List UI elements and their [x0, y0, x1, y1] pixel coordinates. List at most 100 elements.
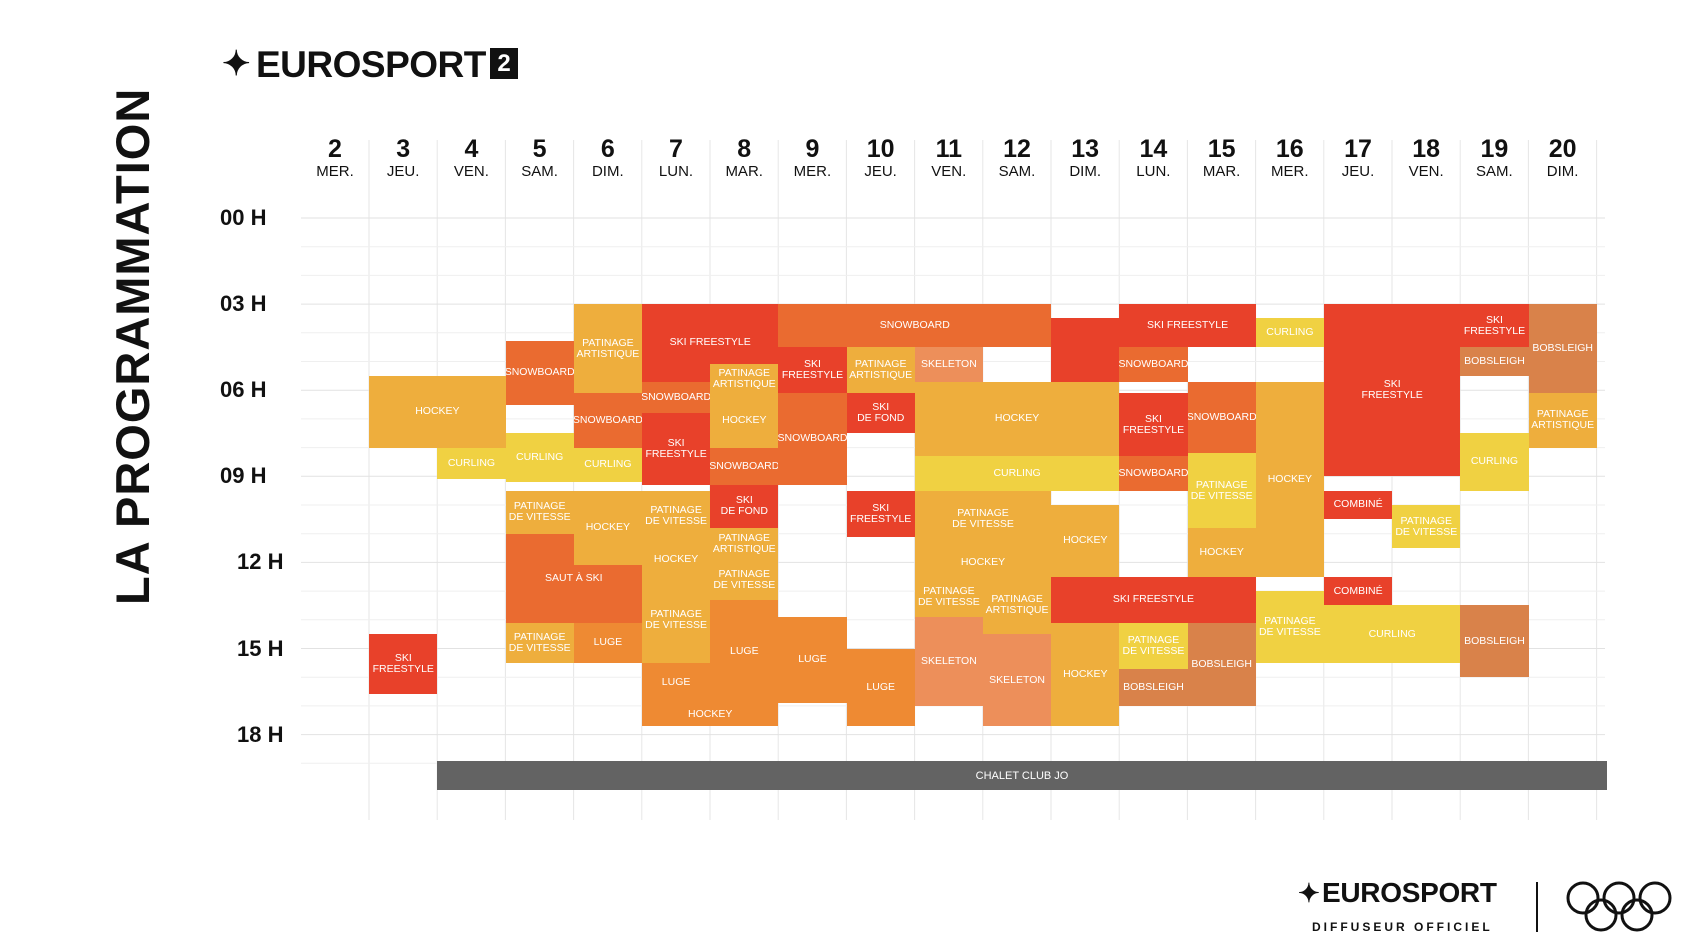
schedule-block-label: PATINAGE ARTISTIQUE: [985, 593, 1049, 617]
schedule-block-snowboard[interactable]: SNOWBOARD: [710, 447, 779, 485]
schedule-block-patinage-de-vitesse[interactable]: PATINAGE DE VITESSE: [505, 490, 574, 534]
schedule-block-patinage-de-vitesse[interactable]: PATINAGE DE VITESSE: [1119, 622, 1188, 669]
schedule-block-hockey[interactable]: HOCKEY: [642, 703, 779, 726]
schedule-block-snowboard[interactable]: SNOWBOARD: [573, 393, 642, 448]
hour-label: 03 H: [220, 291, 267, 317]
schedule-block-curling[interactable]: CURLING: [1460, 433, 1529, 491]
day-header-14: 14 LUN.: [1119, 135, 1187, 181]
schedule-block-patinage-de-vitesse[interactable]: PATINAGE DE VITESSE: [710, 559, 779, 600]
schedule-block-label: PATINAGE DE VITESSE: [1122, 633, 1185, 657]
schedule-block-ski-freestyle[interactable]: SKI FREESTYLE: [1119, 304, 1256, 348]
schedule-block-ski-de-fond[interactable]: SKI DE FOND: [846, 393, 915, 434]
schedule-block-label: SNOWBOARD: [778, 432, 847, 445]
schedule-block-hockey[interactable]: HOCKEY: [642, 542, 711, 577]
schedule-block-label: PATINAGE DE VITESSE: [645, 504, 708, 528]
schedule-block-skeleton[interactable]: SKELETON: [983, 634, 1052, 726]
day-header-11: 11 VEN.: [915, 135, 983, 181]
schedule-block-patinage-artistique[interactable]: PATINAGE ARTISTIQUE: [573, 304, 642, 394]
schedule-block-bobsleigh[interactable]: BOBSLEIGH: [1460, 347, 1529, 376]
schedule-block-patinage-de-vitesse[interactable]: PATINAGE DE VITESSE: [914, 490, 1052, 549]
schedule-block-ski-freestyle[interactable]: SKI FREESTYLE: [369, 634, 438, 695]
schedule-block-label: LUGE: [661, 676, 691, 689]
schedule-block-luge[interactable]: LUGE: [846, 648, 915, 726]
schedule-block-snowboard[interactable]: SNOWBOARD: [1119, 456, 1188, 491]
schedule-block-ski-freestyle[interactable]: SKI FREESTYLE: [642, 413, 711, 485]
schedule-block-luge[interactable]: LUGE: [778, 616, 847, 704]
schedule-block-label: SKI FREESTYLE: [645, 437, 707, 461]
schedule-block-label: HOCKEY: [1199, 545, 1244, 558]
schedule-block-label: CURLING: [1266, 326, 1314, 339]
day-name: LUN.: [658, 163, 694, 180]
schedule-block-curling[interactable]: CURLING: [1255, 318, 1324, 348]
hour-label: 15 H: [237, 635, 284, 661]
schedule-block-curling[interactable]: CURLING: [573, 447, 642, 483]
schedule-block-bobsleigh[interactable]: BOBSLEIGH: [1119, 668, 1188, 706]
schedule-block-hockey[interactable]: HOCKEY: [369, 375, 506, 448]
schedule-block-ski-freestyle[interactable]: SKI FREESTYLE: [1051, 576, 1256, 623]
day-number: 14: [1139, 135, 1168, 163]
schedule-block-snowboard[interactable]: SNOWBOARD: [1119, 347, 1188, 382]
schedule-block-patinage-artistique[interactable]: PATINAGE ARTISTIQUE: [1528, 393, 1597, 448]
schedule-block-ski-freestyle[interactable]: SKI FREESTYLE: [778, 347, 847, 394]
schedule-block-hockey[interactable]: HOCKEY: [1051, 622, 1120, 726]
schedule-block-snowboard[interactable]: SNOWBOARD: [505, 341, 574, 405]
schedule-block-label: PATINAGE DE VITESSE: [1190, 478, 1253, 502]
schedule-block-patinage-de-vitesse[interactable]: PATINAGE DE VITESSE: [642, 490, 711, 543]
schedule-block-hockey[interactable]: HOCKEY: [1051, 505, 1120, 577]
schedule-block-bobsleigh[interactable]: BOBSLEIGH: [1187, 622, 1256, 706]
schedule-block-patinage-de-vitesse[interactable]: PATINAGE DE VITESSE: [642, 576, 711, 663]
schedule-block-label: SNOWBOARD: [1119, 357, 1188, 370]
schedule-block-ski-freestyle[interactable]: SKI FREESTYLE: [846, 490, 915, 537]
day-number: 2: [328, 135, 342, 163]
schedule-block-bobsleigh[interactable]: BOBSLEIGH: [1460, 605, 1529, 678]
schedule-block-label: CURLING: [1368, 627, 1416, 640]
schedule-block-patinage-artistique[interactable]: PATINAGE ARTISTIQUE: [846, 347, 915, 394]
schedule-block-label: SNOWBOARD: [1119, 466, 1188, 479]
schedule-block-combiné[interactable]: COMBINÉ: [1324, 576, 1393, 606]
schedule-block-ski-freestyle[interactable]: SKI FREESTYLE: [1460, 304, 1529, 348]
schedule-block-patinage-de-vitesse[interactable]: PATINAGE DE VITESSE: [1187, 453, 1256, 528]
schedule-block-blank[interactable]: [1051, 318, 1120, 382]
schedule-block-snowboard[interactable]: SNOWBOARD: [642, 381, 711, 414]
schedule-block-ski-de-fond[interactable]: SKI DE FOND: [710, 484, 779, 528]
schedule-block-luge[interactable]: LUGE: [642, 662, 711, 704]
schedule-block-patinage-artistique[interactable]: PATINAGE ARTISTIQUE: [710, 527, 779, 560]
schedule-block-label: BOBSLEIGH: [1464, 354, 1525, 367]
schedule-block-curling[interactable]: CURLING: [505, 433, 574, 483]
schedule-block-hockey[interactable]: HOCKEY: [914, 381, 1120, 457]
schedule-block-hockey[interactable]: HOCKEY: [1187, 527, 1256, 577]
schedule-block-hockey[interactable]: HOCKEY: [573, 490, 642, 566]
schedule-block-hockey[interactable]: HOCKEY: [710, 393, 779, 448]
day-number: 8: [737, 135, 752, 163]
schedule-block-snowboard[interactable]: SNOWBOARD: [778, 393, 847, 485]
day-header-3: 3 JEU.: [369, 135, 437, 181]
schedule-block-label: HOCKEY: [585, 521, 631, 534]
schedule-block-snowboard[interactable]: SNOWBOARD: [1187, 381, 1256, 454]
day-name: MER.: [316, 163, 354, 180]
schedule-block-label: CURLING: [1470, 455, 1519, 468]
schedule-block-hockey[interactable]: HOCKEY: [914, 548, 1052, 577]
schedule-block-patinage-de-vitesse[interactable]: PATINAGE DE VITESSE: [914, 576, 983, 617]
schedule-block-patinage-artistique[interactable]: PATINAGE ARTISTIQUE: [710, 364, 779, 394]
schedule-block-bobsleigh[interactable]: BOBSLEIGH: [1528, 304, 1597, 394]
schedule-block-luge[interactable]: LUGE: [573, 622, 642, 663]
schedule-block-label: HOCKEY: [722, 413, 767, 426]
schedule-block-patinage-de-vitesse[interactable]: PATINAGE DE VITESSE: [1392, 505, 1461, 549]
schedule-block-luge[interactable]: LUGE: [710, 599, 779, 704]
day-number: 13: [1071, 135, 1100, 163]
schedule-block-ski-freestyle[interactable]: SKI FREESTYLE: [1324, 304, 1461, 477]
schedule-block-label: SNOWBOARD: [642, 390, 711, 403]
day-header-4: 4 VEN.: [437, 135, 505, 181]
schedule-block-curling[interactable]: CURLING: [914, 456, 1120, 491]
schedule-block-patinage-de-vitesse[interactable]: PATINAGE DE VITESSE: [1255, 591, 1324, 663]
schedule-block-patinage-de-vitesse[interactable]: PATINAGE DE VITESSE: [505, 622, 574, 663]
schedule-block-curling[interactable]: CURLING: [1324, 605, 1461, 663]
schedule-block-skeleton[interactable]: SKELETON: [914, 347, 983, 382]
schedule-block-hockey[interactable]: HOCKEY: [1255, 381, 1324, 577]
schedule-block-curling[interactable]: CURLING: [437, 447, 506, 480]
schedule-block-snowboard[interactable]: SNOWBOARD: [778, 304, 1052, 348]
schedule-block-skeleton[interactable]: SKELETON: [914, 616, 983, 706]
schedule-block-combiné[interactable]: COMBINÉ: [1324, 490, 1393, 520]
schedule-block-patinage-artistique[interactable]: PATINAGE ARTISTIQUE: [983, 576, 1052, 635]
schedule-block-ski-freestyle[interactable]: SKI FREESTYLE: [1119, 393, 1188, 457]
